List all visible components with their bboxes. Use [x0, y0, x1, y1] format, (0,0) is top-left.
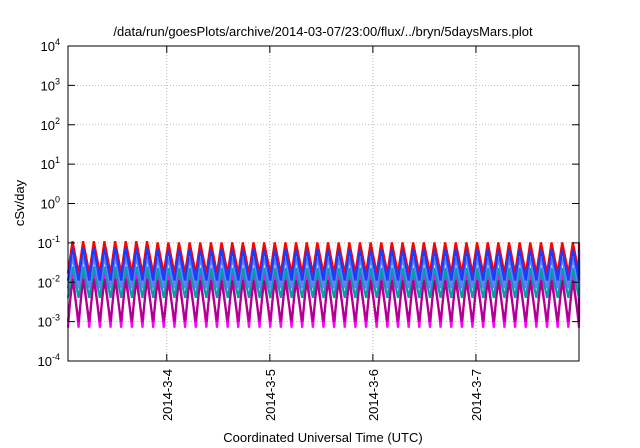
x-tick-label: 2014-3-5 — [263, 369, 278, 421]
y-tick-base: 10 — [38, 275, 52, 290]
y-tick-exponent: 4 — [55, 37, 60, 47]
y-tick-base: 10 — [38, 354, 52, 369]
y-axis-label: cSv/day — [12, 179, 27, 226]
data-series-line — [66, 278, 581, 322]
y-tick-label: 101 — [41, 155, 60, 172]
chart-title: /data/run/goesPlots/archive/2014-03-07/2… — [113, 24, 533, 39]
y-tick-exponent: -4 — [52, 352, 60, 362]
data-series-line — [66, 256, 581, 289]
y-tick-exponent: 3 — [55, 76, 60, 86]
y-tick-base: 10 — [41, 118, 55, 133]
y-tick-base: 10 — [41, 197, 55, 212]
x-tick-label: 2014-3-7 — [469, 369, 484, 421]
y-tick-exponent: 2 — [55, 116, 60, 126]
y-tick-label: 103 — [41, 76, 60, 93]
data-series-line — [66, 266, 581, 299]
y-tick-label: 10-2 — [38, 273, 60, 290]
x-tick-label: 2014-3-6 — [366, 369, 381, 421]
y-tick-exponent: -1 — [52, 234, 60, 244]
data-series-line — [66, 247, 581, 281]
y-tick-label: 10-1 — [38, 234, 60, 251]
y-tick-exponent: -2 — [52, 273, 60, 283]
y-tick-exponent: -3 — [52, 313, 60, 323]
y-tick-base: 10 — [38, 315, 52, 330]
y-tick-label: 10-4 — [38, 352, 60, 369]
data-series — [66, 240, 581, 328]
y-tick-label: 104 — [41, 37, 60, 54]
x-tick-label: 2014-3-4 — [160, 369, 175, 421]
y-tick-label: 10-3 — [38, 313, 60, 330]
y-tick-base: 10 — [38, 236, 52, 251]
x-axis-label: Coordinated Universal Time (UTC) — [223, 430, 422, 445]
y-tick-label: 100 — [41, 195, 60, 212]
y-tick-base: 10 — [41, 39, 55, 54]
y-tick-label: 102 — [41, 116, 60, 133]
y-tick-base: 10 — [41, 157, 55, 172]
y-tick-base: 10 — [41, 78, 55, 93]
y-tick-exponent: 1 — [55, 155, 60, 165]
y-tick-exponent: 0 — [55, 195, 60, 205]
